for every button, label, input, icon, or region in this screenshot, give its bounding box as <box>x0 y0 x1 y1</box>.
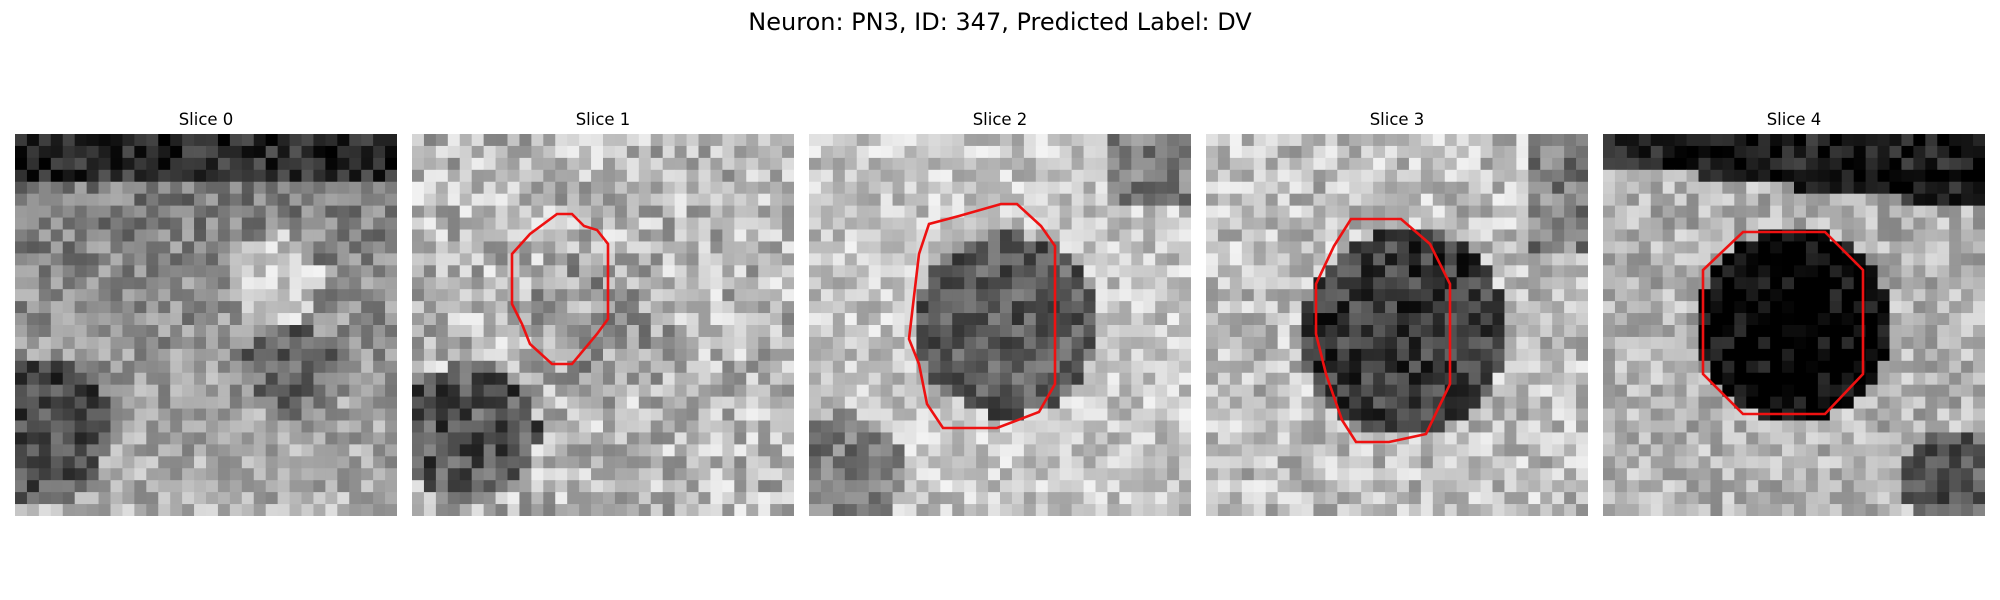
slice-image <box>1206 134 1588 516</box>
slice-image <box>15 134 397 516</box>
figure-title: Neuron: PN3, ID: 347, Predicted Label: D… <box>0 6 2000 38</box>
slice-title: Slice 2 <box>809 108 1191 132</box>
slice-image <box>809 134 1191 516</box>
slice-title: Slice 0 <box>15 108 397 132</box>
slice-title: Slice 1 <box>412 108 794 132</box>
slice-image <box>1603 134 1985 516</box>
slice-title: Slice 3 <box>1206 108 1588 132</box>
slice-image <box>412 134 794 516</box>
slice-title: Slice 4 <box>1603 108 1985 132</box>
